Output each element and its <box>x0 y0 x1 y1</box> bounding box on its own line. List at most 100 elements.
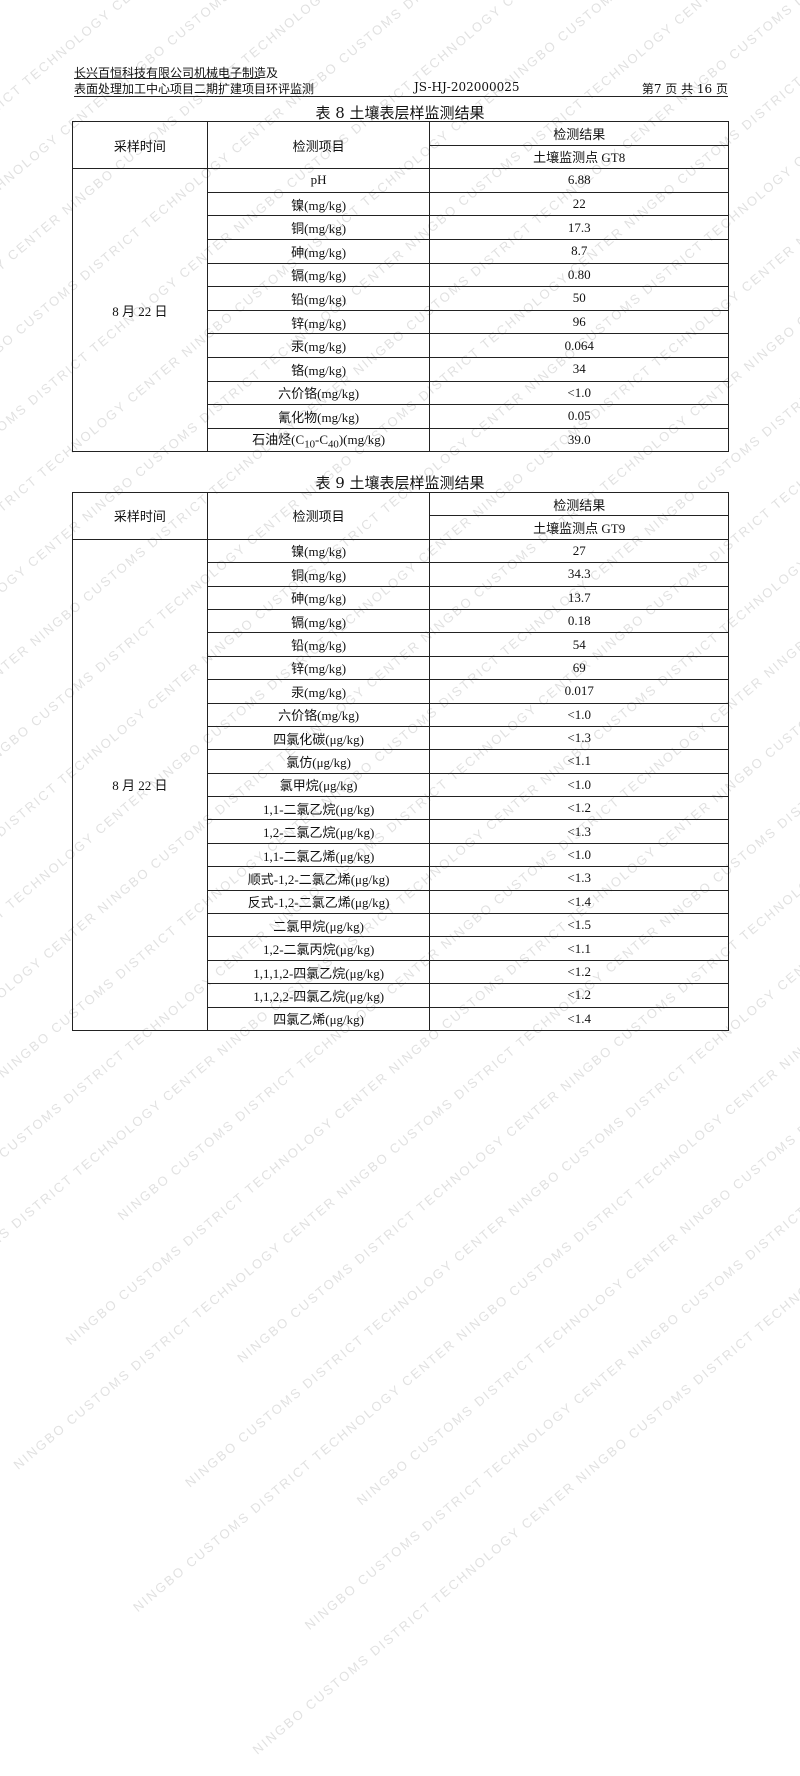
value-cell: <1.2 <box>429 983 729 1008</box>
value-cell: <1.5 <box>429 913 729 938</box>
table9-title: 表 9 土壤表层样监测结果 <box>315 474 485 492</box>
value-cell: 39.0 <box>429 427 729 453</box>
report-number: JS-HJ-202000025 <box>414 80 520 94</box>
item-cell: 汞(mg/kg) <box>206 679 431 704</box>
col-header-result: 检测结果 <box>429 121 729 146</box>
item-cell: 铅(mg/kg) <box>206 632 431 657</box>
value-cell: 27 <box>429 538 729 564</box>
item-cell: 顺式-1,2-二氯乙烯(μg/kg) <box>206 866 431 891</box>
table-row: 四氯乙烯(μg/kg) <1.4 <box>73 1006 729 1031</box>
item-cell: 镍(mg/kg) <box>206 538 431 564</box>
item-cell: 1,1,2,2-四氯乙烷(μg/kg) <box>206 983 431 1008</box>
table-row: 1,1-二氯乙烷(μg/kg) <1.2 <box>73 796 729 821</box>
item-cell: 反式-1,2-二氯乙烯(μg/kg) <box>206 889 431 915</box>
col-header-time: 采样时间 <box>72 120 208 170</box>
value-cell: 22 <box>429 191 729 217</box>
col-header-point: 土壤监测点 GT9 <box>429 515 729 540</box>
table9: 采样时间 检测项目 检测结果 土壤监测点 GT9 8 月 22 日镍(mg/kg… <box>72 491 729 1031</box>
item-cell: 六价铬(mg/kg) <box>206 702 431 727</box>
value-cell: <1.0 <box>429 380 729 406</box>
item-cell: 砷(mg/kg) <box>206 585 431 610</box>
item-cell: 锌(mg/kg) <box>206 655 431 681</box>
table-row: 锌(mg/kg) 96 <box>73 309 729 335</box>
value-cell: <1.4 <box>429 1006 729 1031</box>
table8: 采样时间 检测项目 检测结果 土壤监测点 GT8 8 月 22 日 pH 6.88 镍… <box>72 120 729 453</box>
item-cell: 四氯化碳(μg/kg) <box>206 725 431 751</box>
table-row: 氯仿(μg/kg) <1.1 <box>73 749 729 774</box>
value-cell: <1.4 <box>429 889 729 915</box>
item-cell: 四氯乙烯(μg/kg) <box>206 1006 431 1031</box>
value-cell: 0.80 <box>429 262 729 288</box>
table-row: 汞(mg/kg) 0.064 <box>73 333 729 358</box>
item-cell: 铬(mg/kg) <box>206 356 431 382</box>
item-cell: 铜(mg/kg) <box>206 562 431 587</box>
table-row: 铅(mg/kg) 50 <box>73 286 729 311</box>
value-cell: 6.88 <box>429 168 729 193</box>
col-header-point: 土壤监测点 GT8 <box>429 144 729 170</box>
value-cell: 13.7 <box>429 585 729 610</box>
value-cell: <1.1 <box>429 749 729 774</box>
item-cell: 石油烃(C10-C40)(mg/kg) <box>206 427 431 453</box>
value-cell: 0.18 <box>429 608 729 634</box>
table-row: 1,1,1,2-四氯乙烷(μg/kg) <1.2 <box>73 959 729 985</box>
item-cell: 镉(mg/kg) <box>206 608 431 634</box>
col-header-item: 检测项目 <box>206 120 431 170</box>
item-cell: pH <box>206 168 431 193</box>
value-cell: 54 <box>429 632 729 657</box>
item-cell: 铜(mg/kg) <box>206 215 431 240</box>
table-row: 镍(mg/kg) 22 <box>73 191 729 217</box>
item-cell: 六价铬(mg/kg) <box>206 380 431 406</box>
table-row: 铅(mg/kg) 54 <box>73 632 729 657</box>
item-cell: 氯仿(μg/kg) <box>206 749 431 774</box>
item-cell: 1,1,1,2-四氯乙烷(μg/kg) <box>206 959 431 985</box>
header-project-line2: 表面处理加工中心项目二期扩建项目环评监测 <box>74 82 315 96</box>
table-row: 8 月 22 日 pH 6.88 <box>72 168 729 453</box>
value-cell: <1.2 <box>429 796 729 821</box>
table-row: 1,1,2,2-四氯乙烷(μg/kg) <1.2 <box>73 983 729 1008</box>
table-row: 1,1-二氯乙烯(μg/kg) <1.0 <box>73 842 729 868</box>
table-row: 砷(mg/kg) 8.7 <box>73 238 729 264</box>
sampling-date: 8 月 22 日 <box>72 168 208 453</box>
item-cell: 镉(mg/kg) <box>206 262 431 288</box>
item-cell: 1,1-二氯乙烷(μg/kg) <box>206 796 431 821</box>
item-cell: 氰化物(mg/kg) <box>206 404 431 429</box>
header-underline <box>74 78 260 79</box>
table-row: 石油烃(C10-C40)(mg/kg) 39.0 <box>73 427 729 453</box>
table-row: 顺式-1,2-二氯乙烯(μg/kg) <1.3 <box>73 866 729 891</box>
table-row: 氯甲烷(μg/kg) <1.0 <box>73 772 729 798</box>
page-info: 第7 页 共 16 页 <box>641 82 728 96</box>
value-cell: <1.1 <box>429 936 729 961</box>
value-cell: 34 <box>429 356 729 382</box>
value-cell: 17.3 <box>429 215 729 240</box>
value-cell: <1.0 <box>429 842 729 868</box>
item-cell: 氯甲烷(μg/kg) <box>206 772 431 798</box>
table-row: 六价铬(mg/kg) <1.0 <box>73 380 729 406</box>
value-cell: 8.7 <box>429 238 729 264</box>
value-cell: 34.3 <box>429 562 729 587</box>
value-cell: 0.05 <box>429 404 729 429</box>
value-cell: 50 <box>429 286 729 311</box>
sampling-date: 8 月 22 日 <box>72 538 208 1031</box>
item-cell: 镍(mg/kg) <box>206 191 431 217</box>
table-row: 二氯甲烷(μg/kg) <1.5 <box>73 913 729 938</box>
value-cell: 0.064 <box>429 333 729 358</box>
item-cell: 砷(mg/kg) <box>206 238 431 264</box>
item-cell: 1,2-二氯乙烷(μg/kg) <box>206 819 431 844</box>
value-cell: 69 <box>429 655 729 681</box>
col-header-result: 检测结果 <box>429 491 729 517</box>
table-row: 铜(mg/kg) 17.3 <box>73 215 729 240</box>
table-row: 镉(mg/kg) 0.80 <box>73 262 729 288</box>
value-cell: <1.3 <box>429 725 729 751</box>
item-cell: 二氯甲烷(μg/kg) <box>206 913 431 938</box>
table8-title: 表 8 土壤表层样监测结果 <box>315 104 485 122</box>
value-cell: <1.2 <box>429 959 729 985</box>
table-row: 砷(mg/kg) 13.7 <box>73 585 729 610</box>
item-cell: 铅(mg/kg) <box>206 286 431 311</box>
table-row: 铬(mg/kg) 34 <box>73 356 729 382</box>
value-cell: <1.3 <box>429 866 729 891</box>
value-cell: <1.0 <box>429 702 729 727</box>
item-cell: 1,2-二氯丙烷(μg/kg) <box>206 936 431 961</box>
table-row: 氰化物(mg/kg) 0.05 <box>73 404 729 429</box>
value-cell: <1.0 <box>429 772 729 798</box>
col-header-item: 检测项目 <box>206 492 431 540</box>
